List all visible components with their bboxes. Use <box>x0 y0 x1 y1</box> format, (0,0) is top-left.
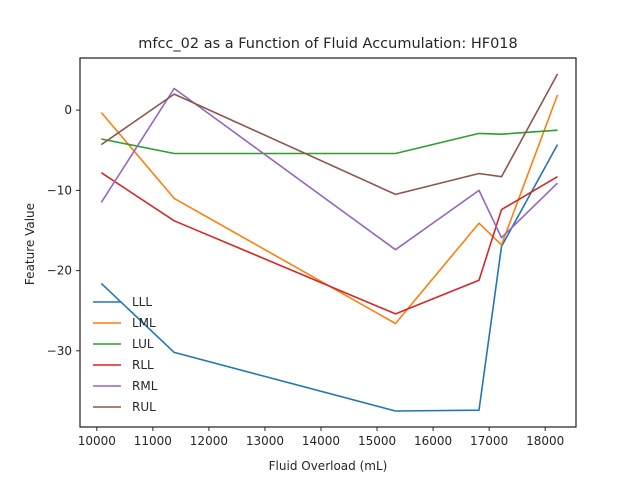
series-line-lul <box>101 129 558 155</box>
legend: LLL LML LUL RLL RML RUL <box>93 295 158 414</box>
series-line-rll <box>100 172 558 315</box>
y-tick-label: −20 <box>47 264 72 278</box>
x-tick-label: 18000 <box>526 434 564 448</box>
plot-area <box>79 57 577 428</box>
x-tick-label: 11000 <box>134 434 172 448</box>
series-layer <box>100 73 559 412</box>
x-axis-ticks: 10000 11000 12000 13000 14000 15000 16000 17000… <box>78 427 564 448</box>
series-line-lml <box>100 94 559 325</box>
legend-label-rll: RLL <box>132 358 154 372</box>
x-axis-label: Fluid Overload (mL) <box>269 459 388 473</box>
x-tick-label: 14000 <box>302 434 340 448</box>
legend-label-lul: LUL <box>132 337 154 351</box>
y-axis-ticks: 0 −10 −20 −30 <box>47 103 80 358</box>
legend-label-lml: LML <box>132 316 156 330</box>
legend-label-rul: RUL <box>132 400 156 414</box>
x-tick-label: 10000 <box>78 434 116 448</box>
chart-title: mfcc_02 as a Function of Fluid Accumulat… <box>138 36 518 52</box>
series-line-rul <box>100 73 559 196</box>
series-line-rml <box>100 87 559 251</box>
legend-label-lll: LLL <box>132 295 152 309</box>
y-axis-label: Feature Value <box>23 203 37 285</box>
x-tick-label: 16000 <box>414 434 452 448</box>
x-tick-label: 12000 <box>190 434 228 448</box>
series-line-lll <box>100 144 559 412</box>
x-tick-label: 15000 <box>358 434 396 448</box>
y-tick-label: −10 <box>47 183 72 197</box>
x-tick-label: 13000 <box>246 434 284 448</box>
legend-label-rml: RML <box>132 379 158 393</box>
y-tick-label: −30 <box>47 344 72 358</box>
x-tick-label: 17000 <box>470 434 508 448</box>
y-tick-label: 0 <box>64 103 72 117</box>
plot-frame <box>79 57 577 428</box>
